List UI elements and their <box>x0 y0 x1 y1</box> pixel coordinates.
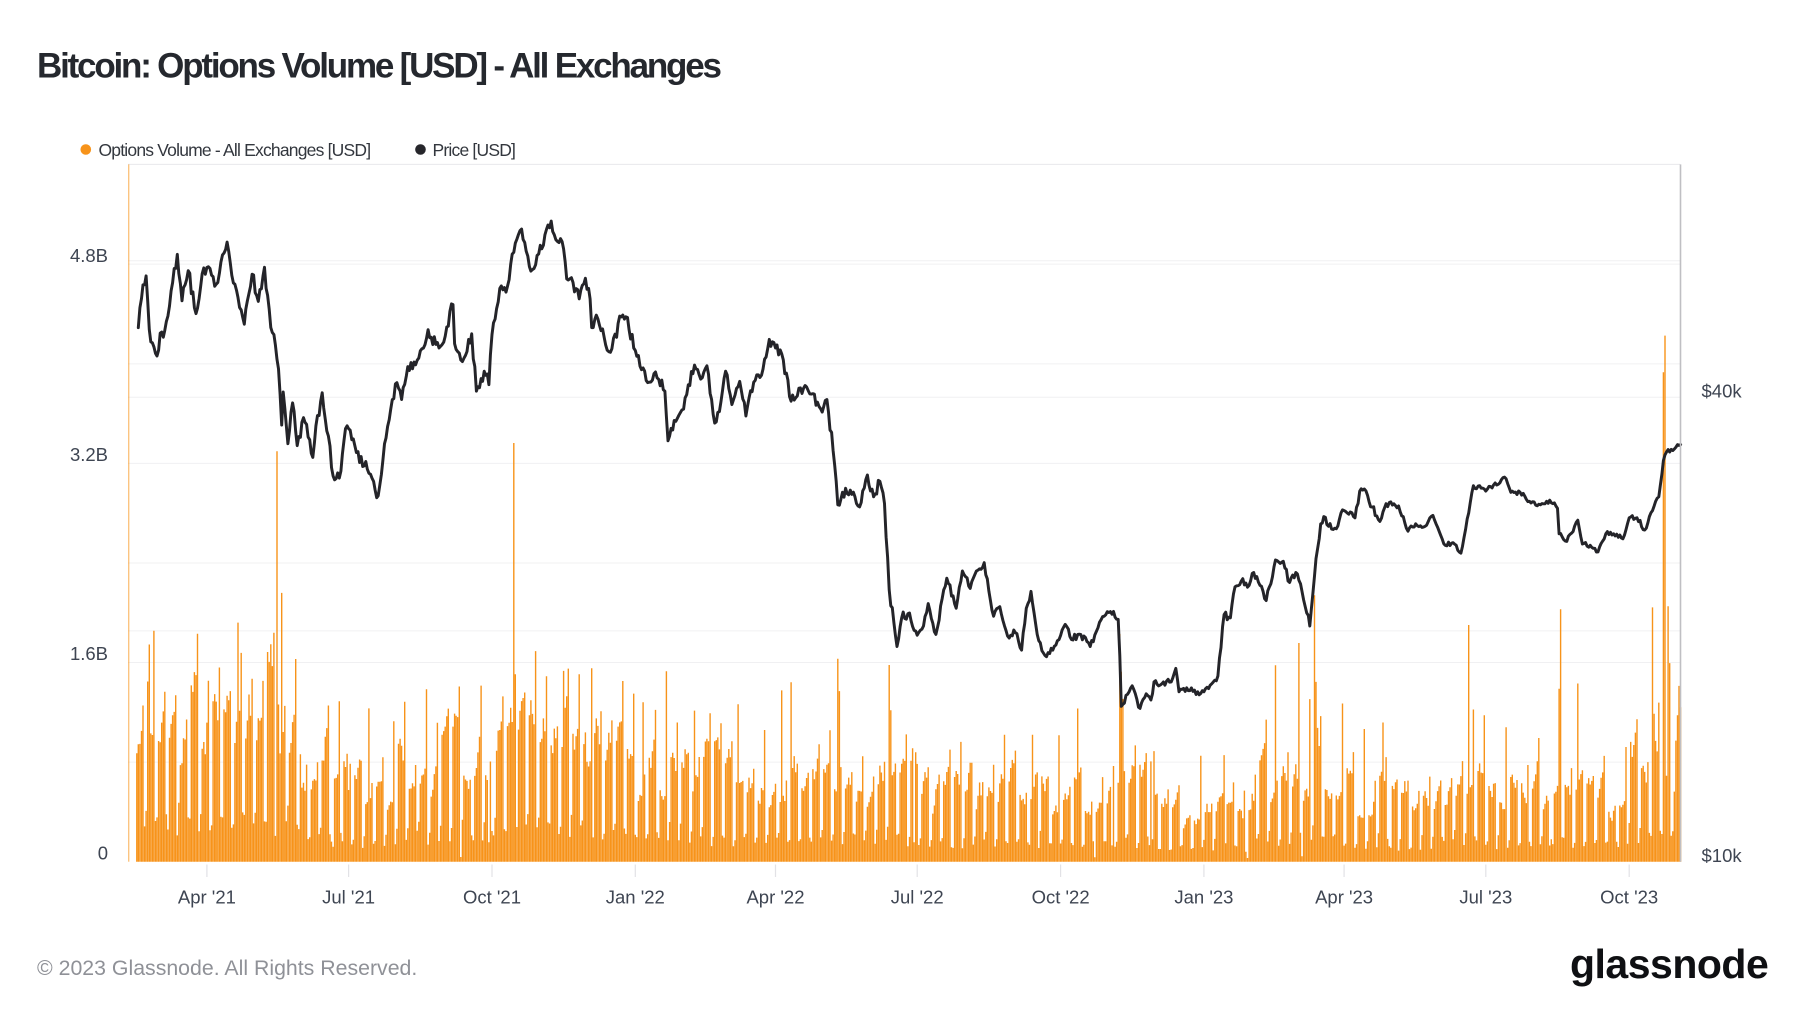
svg-text:Bitcoin: Options Volume [USD]: Bitcoin: Options Volume [USD] - All Exch… <box>37 47 721 86</box>
svg-text:© 2023 Glassnode. All Rights R: © 2023 Glassnode. All Rights Reserved. <box>37 956 417 980</box>
svg-text:Jul '23: Jul '23 <box>1459 887 1512 908</box>
svg-text:Jul '22: Jul '22 <box>891 887 944 908</box>
svg-text:1.6B: 1.6B <box>70 643 108 664</box>
svg-text:Jul '21: Jul '21 <box>322 887 375 908</box>
svg-text:Jan '22: Jan '22 <box>606 887 665 908</box>
svg-text:Apr '21: Apr '21 <box>178 887 236 908</box>
svg-text:$40k: $40k <box>1702 381 1743 402</box>
svg-text:Oct '23: Oct '23 <box>1600 887 1658 908</box>
svg-text:Price [USD]: Price [USD] <box>433 140 516 160</box>
svg-text:3.2B: 3.2B <box>70 444 108 465</box>
svg-text:$10k: $10k <box>1702 845 1743 866</box>
svg-text:0: 0 <box>98 842 108 863</box>
svg-text:Oct '22: Oct '22 <box>1032 887 1090 908</box>
svg-text:Oct '21: Oct '21 <box>463 887 521 908</box>
svg-text:4.8B: 4.8B <box>70 245 108 266</box>
svg-text:Apr '23: Apr '23 <box>1315 887 1373 908</box>
svg-text:Options Volume - All Exchanges: Options Volume - All Exchanges [USD] <box>99 140 371 160</box>
svg-text:glassnode: glassnode <box>1570 941 1768 987</box>
svg-text:Jan '23: Jan '23 <box>1174 887 1233 908</box>
svg-text:Apr '22: Apr '22 <box>746 887 804 908</box>
